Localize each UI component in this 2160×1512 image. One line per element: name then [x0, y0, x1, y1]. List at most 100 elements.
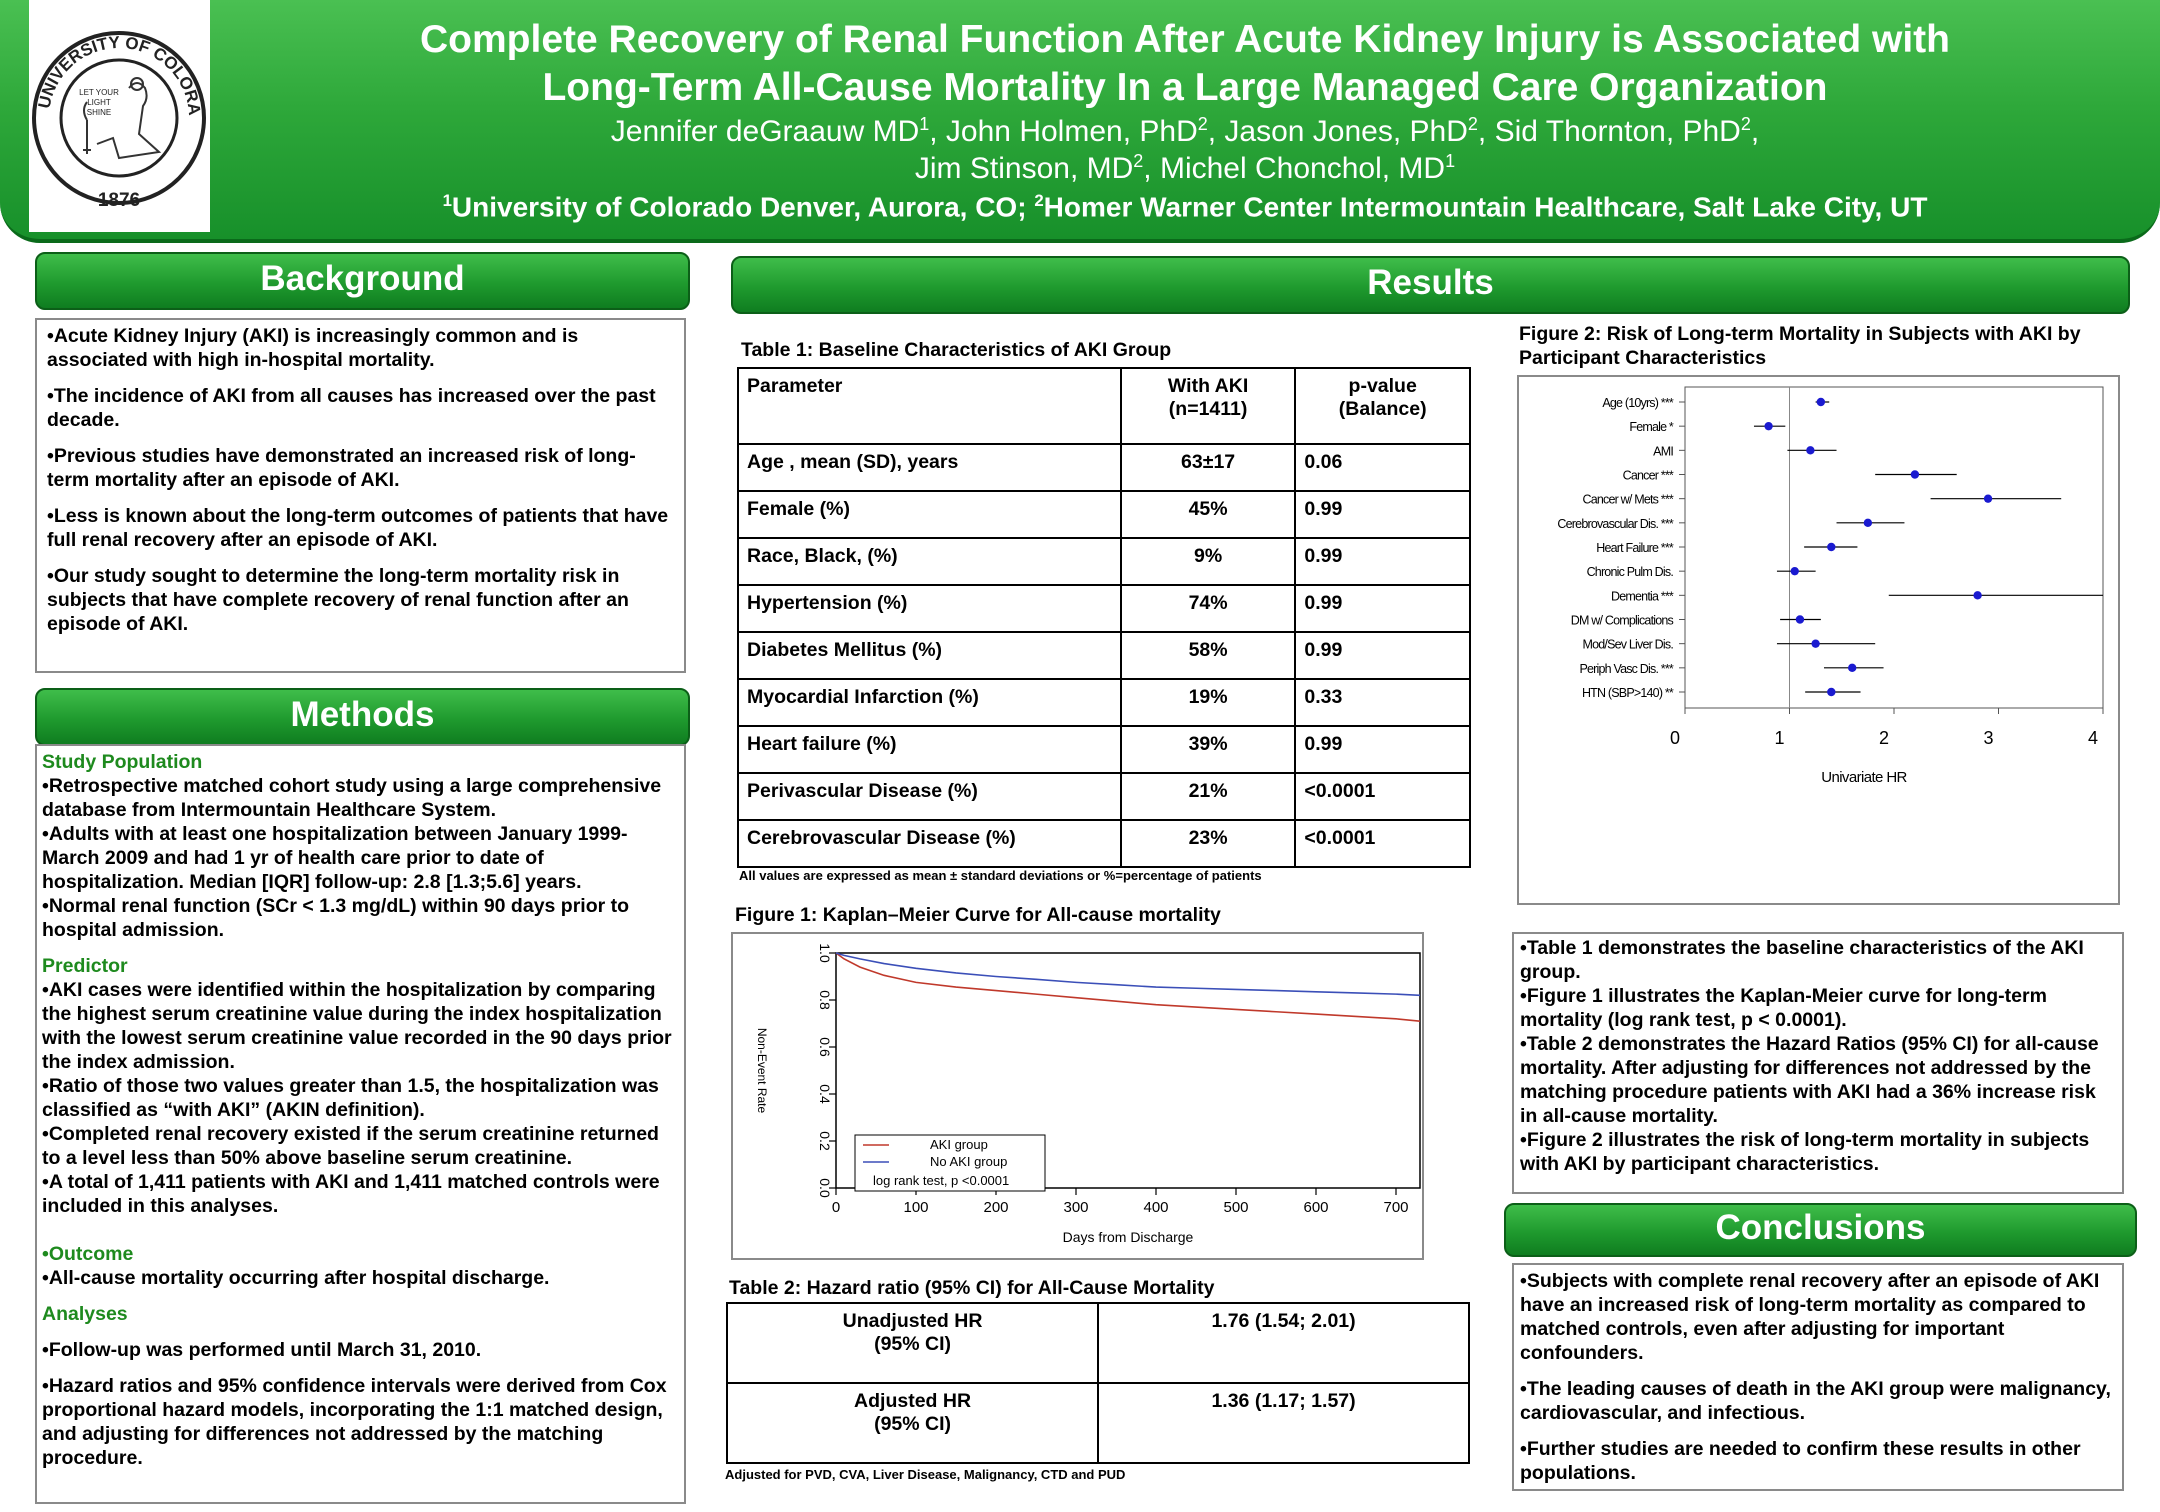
list-item: •Table 2 demonstrates the Hazard Ratios …: [1520, 1033, 2099, 1127]
category-label: Cancer ***: [1623, 469, 1674, 483]
table-row: Perivascular Disease (%) 21% <0.0001: [737, 772, 1471, 821]
table-cell: Age , mean (SD), years: [737, 443, 1122, 492]
table-cell: 74%: [1119, 584, 1297, 633]
table-row: Diabetes Mellitus (%) 58% 0.99: [737, 631, 1471, 680]
table2-footnote: Adjusted for PVD, CVA, Liver Disease, Ma…: [725, 1467, 1126, 1482]
results-heading: Results: [731, 256, 2130, 314]
hr-point: [1806, 446, 1815, 455]
kaplan-meier-chart: 0 100 200 300 400 500 600 700 0.0 0.2 0.4 0.6 0.8 1.0…: [755, 943, 1421, 1245]
results-summary-box: •Table 1 demonstrates the baseline chara…: [1512, 932, 2124, 1194]
methods-heading: Methods: [35, 688, 690, 746]
list-item: •Further studies are needed to confirm t…: [1520, 1438, 2081, 1484]
x-tick-label: 0: [1670, 728, 1680, 748]
table-cell: 0.06: [1294, 443, 1471, 492]
category-label: Cerebrovascular Dis. ***: [1557, 517, 1674, 531]
category-label: Female *: [1629, 420, 1674, 434]
hr-point: [1811, 639, 1820, 648]
x-tick-label: 100: [903, 1199, 928, 1216]
category-label: Chronic Pulm Dis.: [1587, 565, 1674, 579]
figure1-caption: Figure 1: Kaplan–Meier Curve for All-cau…: [735, 904, 1221, 926]
table-row: Hypertension (%) 74% 0.99: [737, 584, 1471, 633]
table-row: Age , mean (SD), years 63±17 0.06: [737, 443, 1471, 492]
km-line-no-aki: [835, 952, 1421, 997]
category-label: Dementia ***: [1611, 589, 1674, 603]
category-label: Age (10yrs) ***: [1602, 396, 1674, 410]
table-row: Heart failure (%) 39% 0.99: [737, 725, 1471, 774]
table-cell: 63±17: [1119, 443, 1297, 492]
list-item: •Table 1 demonstrates the baseline chara…: [1520, 937, 2084, 983]
table-cell: 0.99: [1294, 631, 1471, 680]
table-header-row: Parameter With AKI (n=1411) p-value (Bal…: [737, 367, 1471, 445]
outcome-label: •Outcome: [42, 1243, 134, 1265]
list-item: •Adults with at least one hospitalizatio…: [42, 823, 628, 893]
x-tick-label: 500: [1223, 1199, 1248, 1216]
hr-point: [1816, 397, 1826, 407]
list-item: •The leading causes of death in the AKI …: [1520, 1378, 2111, 1424]
table-cell: Diabetes Mellitus (%): [737, 631, 1122, 680]
list-item: •Normal renal function (SCr < 1.3 mg/dL)…: [42, 895, 630, 941]
plot-area: [835, 952, 1421, 1189]
table-header-cell: Parameter: [737, 367, 1122, 445]
x-axis-label: Days from Discharge: [1063, 1229, 1194, 1245]
affiliations: 1University of Colorado Denver, Aurora, …: [442, 191, 1928, 223]
list-item: •Ratio of those two values greater than …: [42, 1075, 659, 1121]
table-cell: 0.99: [1294, 584, 1471, 633]
km-line-aki: [835, 952, 1421, 1022]
table-cell: 0.99: [1294, 490, 1471, 539]
predictor-label: Predictor: [42, 955, 128, 977]
list-item: •Less is known about the long-term outco…: [47, 505, 669, 551]
seal-year: 1876: [98, 190, 140, 211]
table-cell: 39%: [1119, 725, 1297, 774]
methods-text: Study Population •Retrospective matched …: [42, 750, 679, 1470]
seal-motto-1: LET YOUR: [79, 88, 119, 97]
list-item: •Completed renal recovery existed if the…: [42, 1123, 659, 1169]
table1-footnote: All values are expressed as mean ± stand…: [739, 868, 1262, 883]
x-tick-label: 2: [1879, 728, 1889, 748]
list-item: •All-cause mortality occurring after hos…: [42, 1267, 550, 1289]
y-tick-label: 0.8: [817, 990, 833, 1010]
table-cell: 9%: [1119, 537, 1297, 586]
table-cell: <0.0001: [1294, 819, 1471, 868]
table-cell: Heart failure (%): [737, 725, 1122, 774]
list-item: •Retrospective matched cohort study usin…: [42, 775, 662, 821]
table-cell: Unadjusted HR (95% CI): [725, 1302, 1100, 1384]
authors-line-1: Jennifer deGraauw MD1, John Holmen, PhD2…: [610, 114, 1760, 148]
conclusions-box: •Subjects with complete renal recovery a…: [1512, 1263, 2124, 1491]
list-item: •Subjects with complete renal recovery a…: [1520, 1270, 2100, 1364]
y-tick-label: 0.4: [817, 1084, 833, 1104]
svg-text:UNIVERSITY OF COLORADO: UNIVERSITY OF COLORADO: [29, 0, 204, 116]
university-seal-logo: UNIVERSITY OF COLORADO 1876 LET YOUR LIG…: [22, 0, 210, 232]
category-label: Cancer w/ Mets ***: [1583, 493, 1674, 507]
table-row: Adjusted HR (95% CI) 1.36 (1.17; 1.57): [725, 1382, 1470, 1464]
x-tick-label: 600: [1303, 1199, 1328, 1216]
x-tick-label: 200: [983, 1199, 1008, 1216]
x-tick-label: 400: [1143, 1199, 1168, 1216]
table-cell: 0.33: [1294, 678, 1471, 727]
background-heading: Background: [35, 252, 690, 310]
category-label: Heart Failure ***: [1596, 541, 1674, 555]
table-row: Race, Black, (%) 9% 0.99: [737, 537, 1471, 586]
table-cell: Cerebrovascular Disease (%): [737, 819, 1122, 868]
list-item: •A total of 1,411 patients with AKI and …: [42, 1171, 660, 1217]
background-box: •Acute Kidney Injury (AKI) is increasing…: [35, 318, 686, 673]
poster-title-line-2: Long-Term All-Cause Mortality In a Large…: [542, 66, 1828, 109]
plot-area: [1684, 386, 2104, 709]
y-axis-label: Non-Event Rate: [755, 1028, 769, 1114]
seal-ring-text: UNIVERSITY OF COLORADO: [22, 0, 204, 116]
x-tick-label: 300: [1063, 1199, 1088, 1216]
table-cell: Perivascular Disease (%): [737, 772, 1122, 821]
table-cell: Hypertension (%): [737, 584, 1122, 633]
category-label: AMI: [1653, 444, 1673, 458]
poster-title-line-1: Complete Recovery of Renal Function Afte…: [420, 18, 1950, 61]
category-label: DM w/ Complications: [1571, 614, 1674, 628]
x-tick-label: 4: [2088, 728, 2098, 748]
table-cell: 1.36 (1.17; 1.57): [1097, 1382, 1470, 1464]
hr-point: [1795, 615, 1805, 624]
forest-plot-chart: Age (10yrs) *** Female * AMI Cancer *** Canc…: [1557, 386, 2104, 786]
hr-point: [1827, 687, 1836, 697]
hr-point: [1827, 542, 1836, 552]
x-tick-label: 3: [1983, 728, 1993, 748]
x-tick-label: 700: [1383, 1199, 1408, 1216]
category-label: HTN (SBP>140) **: [1582, 686, 1674, 700]
table-row: Female (%) 45% 0.99: [737, 490, 1471, 539]
